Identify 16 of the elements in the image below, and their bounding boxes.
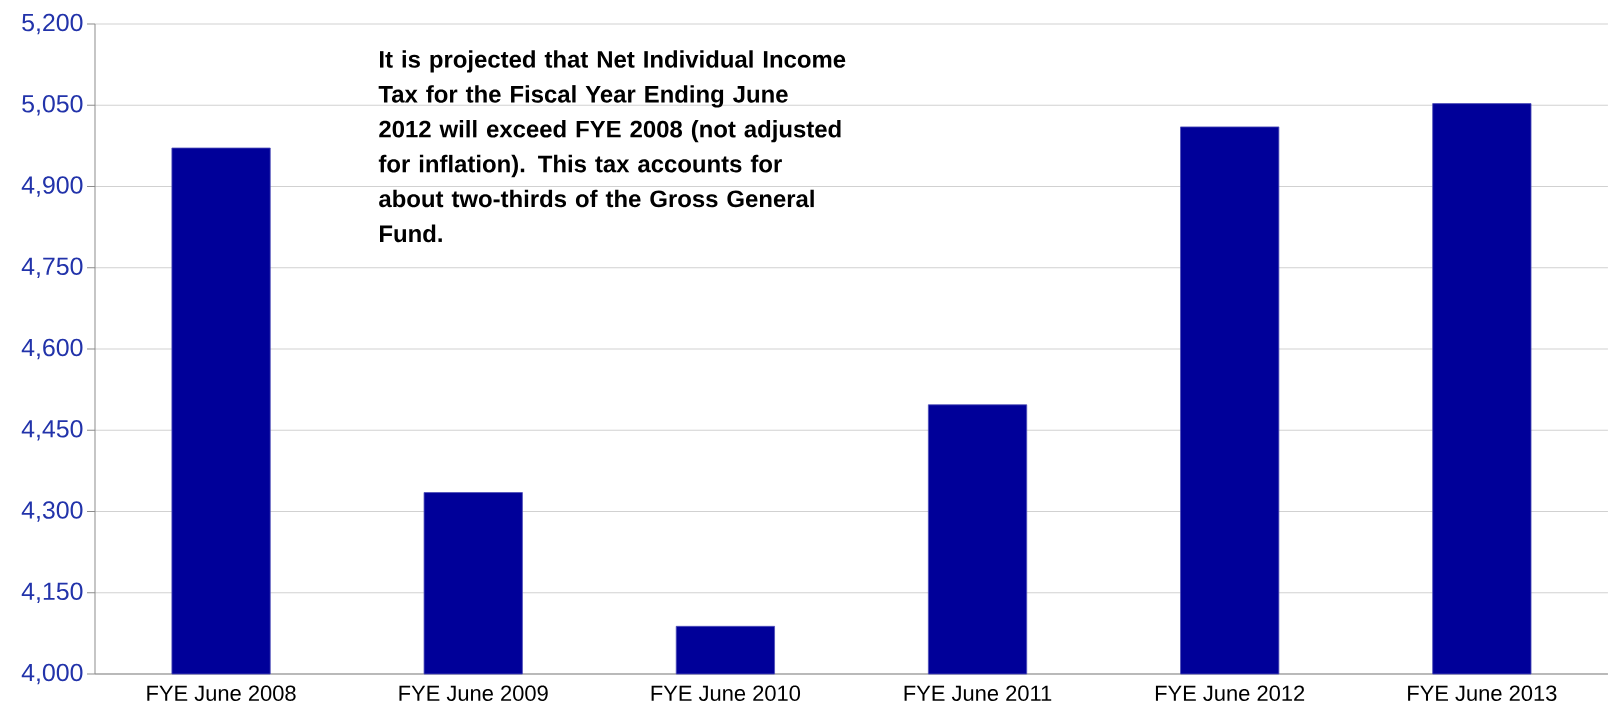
y-tick-label: 4,000 <box>21 663 83 685</box>
y-tick-label: 4,450 <box>21 419 83 441</box>
y-tick-label: 4,150 <box>21 582 83 604</box>
x-tick-label: FYE June 2013 <box>1408 685 1557 702</box>
x-tick-label: FYE June 2009 <box>399 685 548 702</box>
x-tick-label: FYE June 2008 <box>147 685 296 702</box>
y-tick-label: 4,600 <box>21 338 83 360</box>
y-tick-label: 4,300 <box>21 501 83 522</box>
y-tick-label: 4,750 <box>21 257 83 279</box>
y-tick-label: 5,050 <box>22 94 83 116</box>
y-tick-label: 4,900 <box>21 176 83 197</box>
x-tick-label: FYE June 2010 <box>651 685 801 702</box>
x-tick-label: FYE June 2012 <box>1155 685 1305 702</box>
annotation: It is projected that Net Individual Income Tax for the Fiscal Year Ending June 2012 will exceed FYE 2008 (not adjusted for inflation). This tax accounts for about two-thirds of the Gross General Fund. <box>378 50 846 243</box>
y-tick-label: 5,200 <box>22 13 83 35</box>
x-tick-label: FYE June 2011 <box>904 685 1052 702</box>
